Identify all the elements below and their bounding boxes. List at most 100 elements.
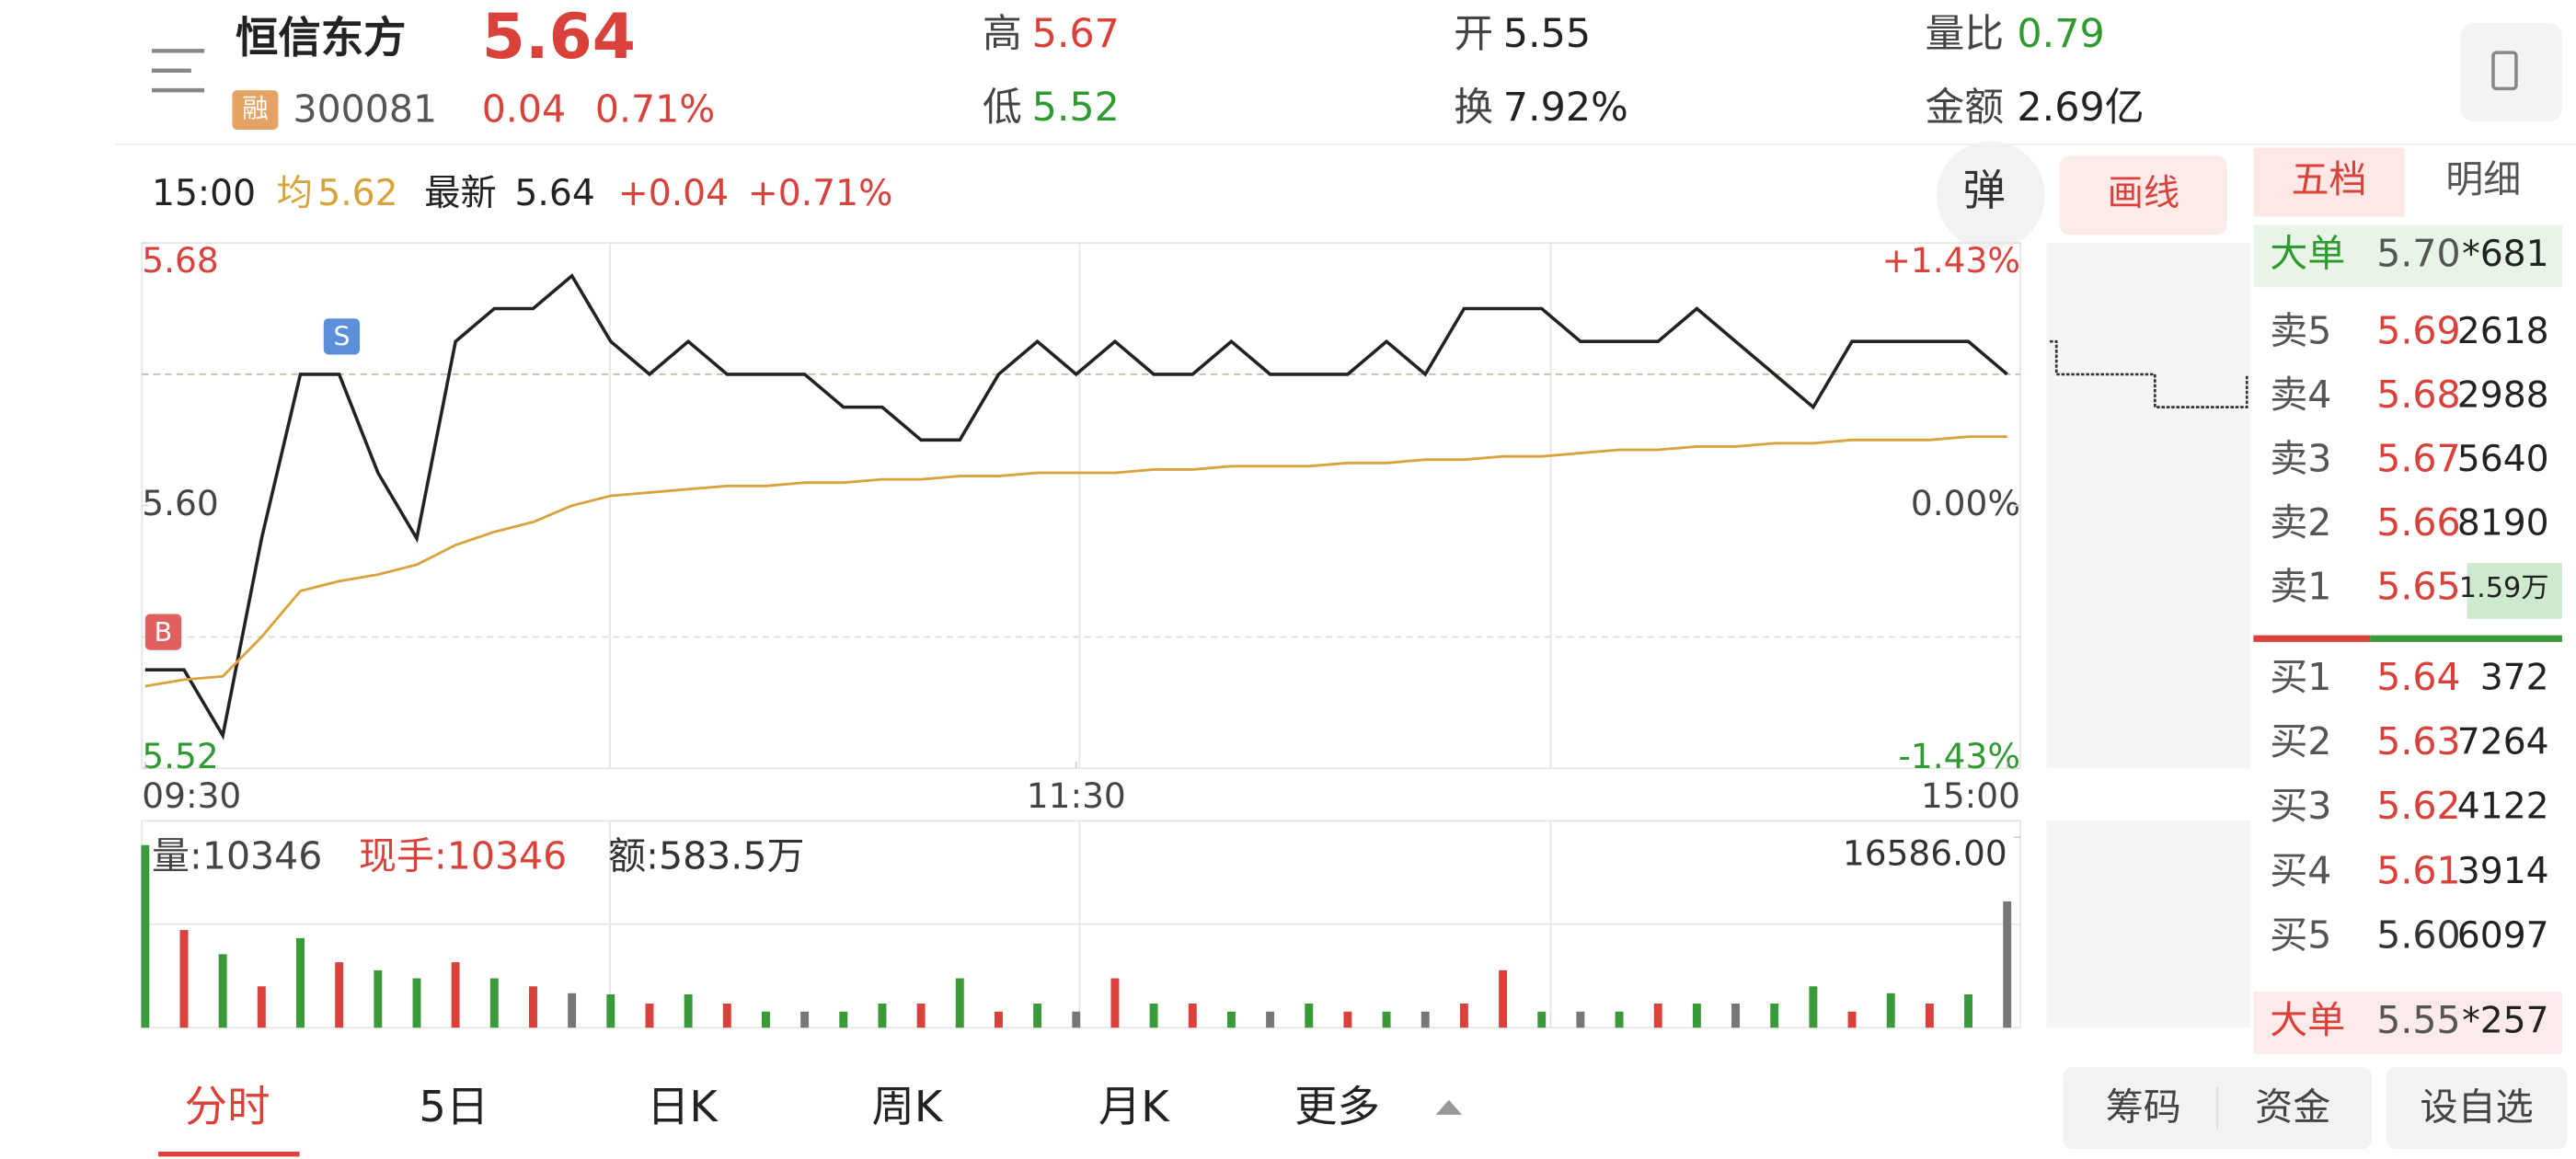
- volume-bar: [878, 1004, 887, 1028]
- book-volume: 372: [2480, 657, 2549, 698]
- book-label: 卖5: [2270, 308, 2331, 352]
- stat-value: 5.55: [1503, 11, 1591, 57]
- volume-bar: [1653, 1004, 1662, 1028]
- book-volume: 2618: [2457, 311, 2549, 352]
- volume-bar: [1499, 970, 1508, 1028]
- y-tick-label: 5.52: [142, 736, 218, 776]
- volume-bar: [1731, 1004, 1741, 1028]
- volume-bar: [1925, 1004, 1934, 1028]
- danmu-button[interactable]: [1936, 141, 2045, 250]
- stat-label: 金额: [1925, 85, 2004, 131]
- volume-bar: [762, 1011, 770, 1028]
- book-price: 5.69: [2376, 308, 2460, 352]
- bottom-tab[interactable]: 月K: [1098, 1082, 1170, 1131]
- volume-bar: [955, 978, 964, 1028]
- volume-bar: [916, 1004, 926, 1028]
- bottom-button[interactable]: 筹码: [2106, 1084, 2181, 1129]
- x-tick-label: 15:00: [1921, 775, 2020, 816]
- volume-bar: [2003, 901, 2012, 1028]
- trade-marker-label: S: [333, 321, 350, 352]
- current-label: 现手:10346: [359, 833, 567, 878]
- volume-bar: [1072, 1011, 1081, 1028]
- volume-bar: [800, 1011, 810, 1028]
- mini-volume: [2046, 820, 2250, 1028]
- book-volume: 7264: [2457, 722, 2549, 763]
- more-arrow[interactable]: [1435, 1099, 1463, 1115]
- book-price: 5.60: [2376, 912, 2460, 957]
- book-price: 5.63: [2376, 719, 2460, 763]
- tab[interactable]: 明细: [2445, 157, 2521, 201]
- bottom-tab[interactable]: 更多: [1294, 1082, 1380, 1131]
- volume-bar: [684, 994, 693, 1028]
- latest: 5.64: [514, 173, 594, 214]
- bottom-button[interactable]: 资金: [2255, 1084, 2330, 1129]
- volume-bar: [179, 930, 189, 1028]
- book-label: 卖4: [2270, 373, 2331, 417]
- book-price: 5.66: [2376, 500, 2460, 545]
- draw[interactable]: 画线: [2108, 173, 2180, 214]
- price-line: [144, 273, 2008, 740]
- volume-bar: [1420, 1011, 1430, 1028]
- avg-label: 均: [277, 173, 313, 214]
- latest-label: 最新: [424, 173, 497, 214]
- book-label: 卖1: [2270, 565, 2331, 609]
- volume-bar: [1770, 1004, 1779, 1028]
- book-volume: 8190: [2457, 503, 2549, 545]
- volume-bar: [606, 994, 615, 1028]
- stat-label: 量比: [1925, 11, 2004, 57]
- tab[interactable]: 五档: [2291, 157, 2366, 201]
- stat-value: 0.79: [2017, 11, 2104, 57]
- ask-bar: [2467, 563, 2562, 619]
- book-label: 大单: [2270, 231, 2345, 275]
- bottom-tab[interactable]: 周K: [872, 1082, 944, 1131]
- menu-icon[interactable]: [151, 49, 205, 93]
- tab-active-bg[interactable]: [2253, 147, 2405, 217]
- mini-line: [2050, 339, 2248, 408]
- volume-label: 量:10346: [152, 833, 322, 878]
- bottom-button[interactable]: 设自选: [2421, 1084, 2534, 1129]
- book-volume: 4122: [2457, 786, 2549, 828]
- volume-bar: [141, 844, 150, 1028]
- x-tick-label: 09:30: [142, 775, 241, 816]
- price: 5.64: [482, 0, 636, 73]
- volume-bar: [1459, 1004, 1468, 1028]
- volume-bar: [1266, 1011, 1275, 1028]
- volume-bar: [1110, 978, 1120, 1028]
- bottom-tab[interactable]: 分时: [185, 1082, 270, 1131]
- volume-bar: [374, 970, 383, 1028]
- y2-tick-label: +1.43%: [1882, 240, 2020, 281]
- book-label: 买1: [2270, 655, 2331, 699]
- volume-bar: [1226, 1011, 1236, 1028]
- book-price: 5.68: [2376, 373, 2460, 417]
- stat-value: 5.67: [1032, 11, 1120, 57]
- volume-bar: [412, 978, 421, 1028]
- change: 0.04: [482, 86, 566, 131]
- watch-button[interactable]: [2386, 1067, 2568, 1150]
- stat-label: 高: [983, 11, 1022, 57]
- draw-button[interactable]: [2059, 155, 2227, 235]
- volume-bar: [1343, 1011, 1352, 1028]
- volume-bar: [1964, 994, 1972, 1028]
- book-label: 大单: [2270, 998, 2345, 1042]
- danmu[interactable]: 弹: [1963, 166, 2006, 215]
- stat-value: 2.69亿: [2017, 85, 2144, 131]
- book-price: 5.67: [2376, 437, 2460, 481]
- trade-marker: [144, 614, 182, 650]
- volume-tick-label: 16586.00: [1843, 832, 2007, 873]
- book-label: 卖2: [2270, 500, 2331, 545]
- volume-bar: [1692, 1004, 1701, 1028]
- y-tick-label: 5.60: [142, 483, 218, 523]
- bottom-tab[interactable]: 日K: [647, 1082, 719, 1131]
- bottom-tab[interactable]: 5日: [419, 1082, 489, 1131]
- volume-bar: [1576, 1011, 1585, 1028]
- book-price: 5.70: [2376, 231, 2460, 275]
- volume-bar: [489, 978, 499, 1028]
- volume-bar: [645, 1004, 654, 1028]
- book-price: 5.64: [2376, 655, 2460, 699]
- trade-marker: [323, 318, 361, 355]
- book-volume: *681: [2462, 234, 2549, 275]
- volume-bar: [1033, 1004, 1042, 1028]
- volume-bar: [839, 1011, 848, 1028]
- device-button[interactable]: [2460, 22, 2562, 122]
